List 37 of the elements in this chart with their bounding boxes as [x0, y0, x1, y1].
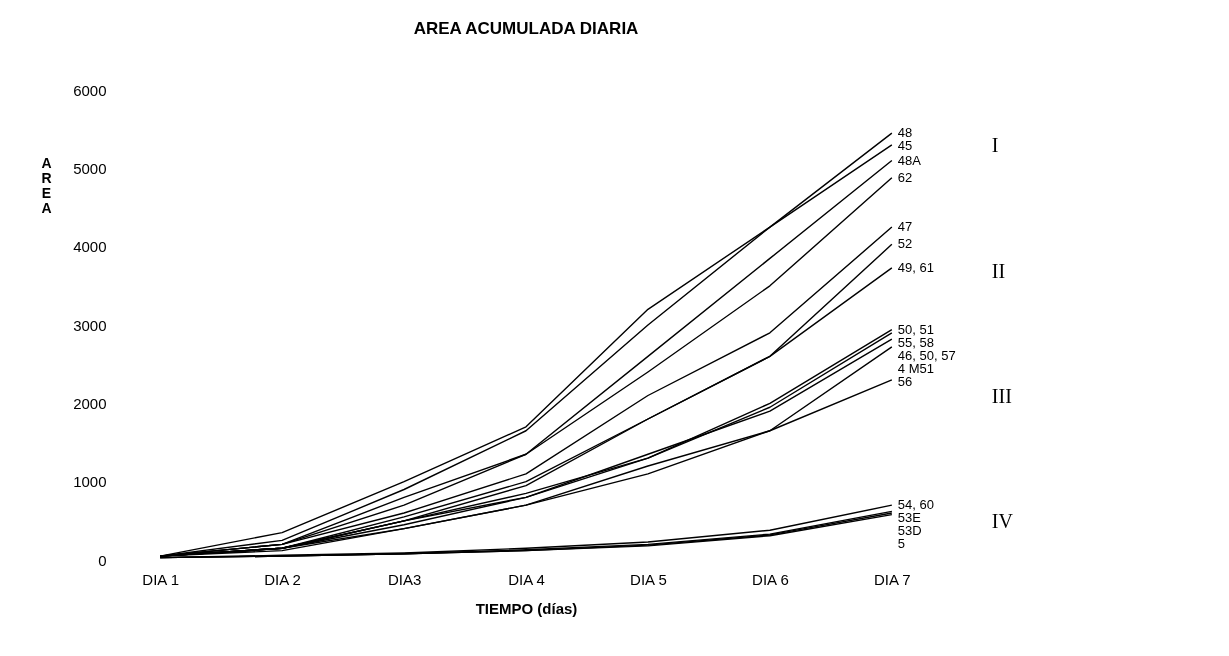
- series-label: 55, 58: [897, 334, 935, 350]
- x-axis-title: TIEMPO (días): [475, 599, 578, 617]
- series-label: 5: [897, 536, 906, 552]
- x-tick-label: DIA 4: [508, 570, 545, 588]
- series-label: 53E: [897, 510, 922, 526]
- x-tick-label: DIA3: [387, 570, 422, 588]
- y-tick-label: 3000: [73, 316, 107, 334]
- text: I: [991, 134, 999, 157]
- x-tick-label: DIA 5: [630, 570, 667, 588]
- series-label: 54, 60: [897, 497, 935, 513]
- series-label: 50, 51: [897, 321, 935, 337]
- series-label: 46, 50, 57: [897, 347, 956, 363]
- x-tick-label: DIA 1: [142, 570, 179, 588]
- y-tick-label: 4000: [73, 238, 107, 256]
- y-tick-label: 0: [98, 551, 107, 569]
- series-label: 45: [897, 138, 913, 154]
- series-label: 62: [897, 169, 913, 185]
- series-label: 48: [897, 125, 913, 141]
- series-label: 53D: [897, 523, 922, 539]
- y-tick-label: 1000: [73, 473, 107, 491]
- series-label: 52: [897, 236, 913, 252]
- series-label: 49, 61: [897, 259, 935, 275]
- series-label: 4 M51: [897, 360, 934, 376]
- series-label: 48A: [897, 152, 922, 168]
- series-label: 56: [897, 373, 913, 389]
- x-tick-label: DIA 2: [264, 570, 301, 588]
- y-tick-label: 5000: [73, 159, 107, 177]
- text: II: [991, 259, 1006, 282]
- y-tick-label: 2000: [73, 394, 107, 412]
- y-axis-title: AREA: [41, 154, 52, 216]
- text: IV: [991, 510, 1014, 533]
- x-tick-label: DIA 7: [874, 570, 911, 588]
- text: III: [991, 385, 1012, 408]
- y-tick-label: 6000: [73, 81, 107, 99]
- x-tick-label: DIA 6: [752, 570, 789, 588]
- series-label: 47: [897, 219, 913, 235]
- chart-title: AREA ACUMULADA DIARIA: [413, 19, 639, 38]
